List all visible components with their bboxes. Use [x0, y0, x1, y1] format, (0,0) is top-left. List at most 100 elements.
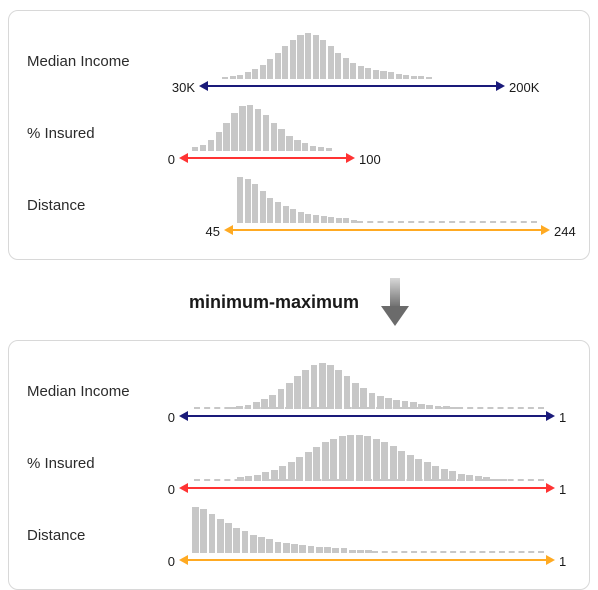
range-max-label: 1 [547, 554, 566, 569]
histogram-bar [424, 462, 431, 481]
histogram-bar [365, 68, 371, 79]
range-min-label: 30K [172, 80, 207, 95]
variable-row: % Insured0100 [27, 101, 571, 173]
histogram-bar [282, 46, 288, 79]
histogram-bar [200, 145, 206, 151]
histogram-bar [298, 212, 304, 224]
histogram-bar [398, 451, 405, 481]
histogram-bar [322, 442, 329, 481]
histogram-bar [335, 53, 341, 79]
histogram-bar [223, 123, 229, 151]
row-label: Distance [27, 197, 172, 222]
histogram-bar [275, 53, 281, 79]
histogram-bar [360, 388, 367, 409]
histogram-bar [302, 143, 308, 151]
histogram [192, 105, 332, 151]
histogram-bar [466, 475, 473, 481]
range-min-label: 0 [168, 152, 187, 167]
transform-label: minimum-maximum [189, 292, 359, 313]
transform-section: minimum-maximum [8, 274, 590, 330]
histogram-bar [279, 466, 286, 481]
histogram-bar [208, 140, 214, 152]
histogram-bar [335, 370, 342, 409]
chart-area: 01 [172, 503, 571, 575]
histogram [192, 507, 372, 553]
histogram-bar [275, 542, 282, 554]
chart-area: 30K 200K [172, 29, 571, 101]
histogram-bar [252, 184, 258, 223]
histogram-bar [373, 439, 380, 481]
histogram-bar [373, 70, 379, 79]
histogram-bar [352, 383, 359, 409]
histogram-bar [233, 528, 240, 553]
histogram-bar [225, 523, 232, 553]
histogram-bar [299, 545, 306, 553]
histogram-bar [411, 76, 417, 79]
histogram-bar [228, 407, 235, 409]
histogram-bar [245, 405, 252, 409]
histogram-bar [291, 544, 298, 553]
histogram-bar [250, 535, 257, 553]
histogram-bar [339, 436, 346, 481]
histogram-bar [320, 40, 326, 79]
histogram-bar [407, 455, 414, 481]
histogram-bar [380, 71, 386, 79]
histogram-bar [216, 132, 222, 151]
histogram-bar [237, 477, 244, 481]
histogram-bar [311, 365, 318, 409]
histogram-bar [369, 393, 376, 409]
histogram-bar [278, 389, 285, 409]
histogram-bar [328, 46, 334, 79]
histogram-bar [435, 406, 442, 409]
histogram-bar [483, 477, 490, 481]
range-min-label: 0 [168, 410, 187, 425]
histogram [222, 33, 432, 79]
histogram-bar [283, 206, 289, 223]
variable-row: Distance01 [27, 503, 571, 575]
histogram-bar [358, 66, 364, 79]
variable-row: % Insured01 [27, 431, 571, 503]
histogram-bar [390, 446, 397, 481]
histogram-bar [451, 407, 458, 409]
histogram-bar [415, 459, 422, 481]
histogram-bar [237, 75, 243, 79]
histogram-bar [260, 65, 266, 79]
histogram-bar [302, 370, 309, 409]
histogram-bar [266, 539, 273, 553]
histogram-bar [192, 507, 199, 553]
histogram-bar [418, 76, 424, 79]
histogram-bar [458, 474, 465, 481]
histogram-bar [365, 550, 372, 553]
down-arrow-icon [381, 278, 409, 326]
histogram-bar [245, 179, 251, 223]
histogram-bar [236, 406, 243, 409]
chart-area: 01 [172, 359, 571, 431]
chart-area: 0100 [172, 101, 571, 173]
histogram-bar [318, 147, 324, 151]
histogram-bar [449, 471, 456, 481]
histogram-bar [381, 442, 388, 481]
histogram-bar [222, 77, 228, 79]
histogram-bar [200, 509, 207, 553]
histogram-bar [396, 74, 402, 79]
histogram-bar [278, 129, 284, 151]
histogram-bar [269, 395, 276, 409]
histogram-bar [330, 439, 337, 481]
range-max-label: 1 [547, 410, 566, 425]
before-panel: Median Income30K200K% Insured0100Distanc… [8, 10, 590, 260]
range-max-label: 200K [497, 80, 539, 95]
after-panel: Median Income01% Insured01Distance01 [8, 340, 590, 590]
histogram-bar [217, 519, 224, 554]
range-max-label: 244 [542, 224, 576, 239]
histogram-bar [290, 209, 296, 223]
range-max-label: 100 [347, 152, 381, 167]
row-label: Median Income [27, 383, 172, 408]
histogram-bar [402, 401, 409, 409]
histogram-bar [305, 452, 312, 481]
histogram-bar [254, 475, 261, 481]
histogram-bar [290, 40, 296, 79]
histogram-bar [261, 399, 268, 409]
histogram-bar [327, 365, 334, 409]
range-arrow [187, 559, 547, 561]
range-arrow [187, 487, 547, 489]
